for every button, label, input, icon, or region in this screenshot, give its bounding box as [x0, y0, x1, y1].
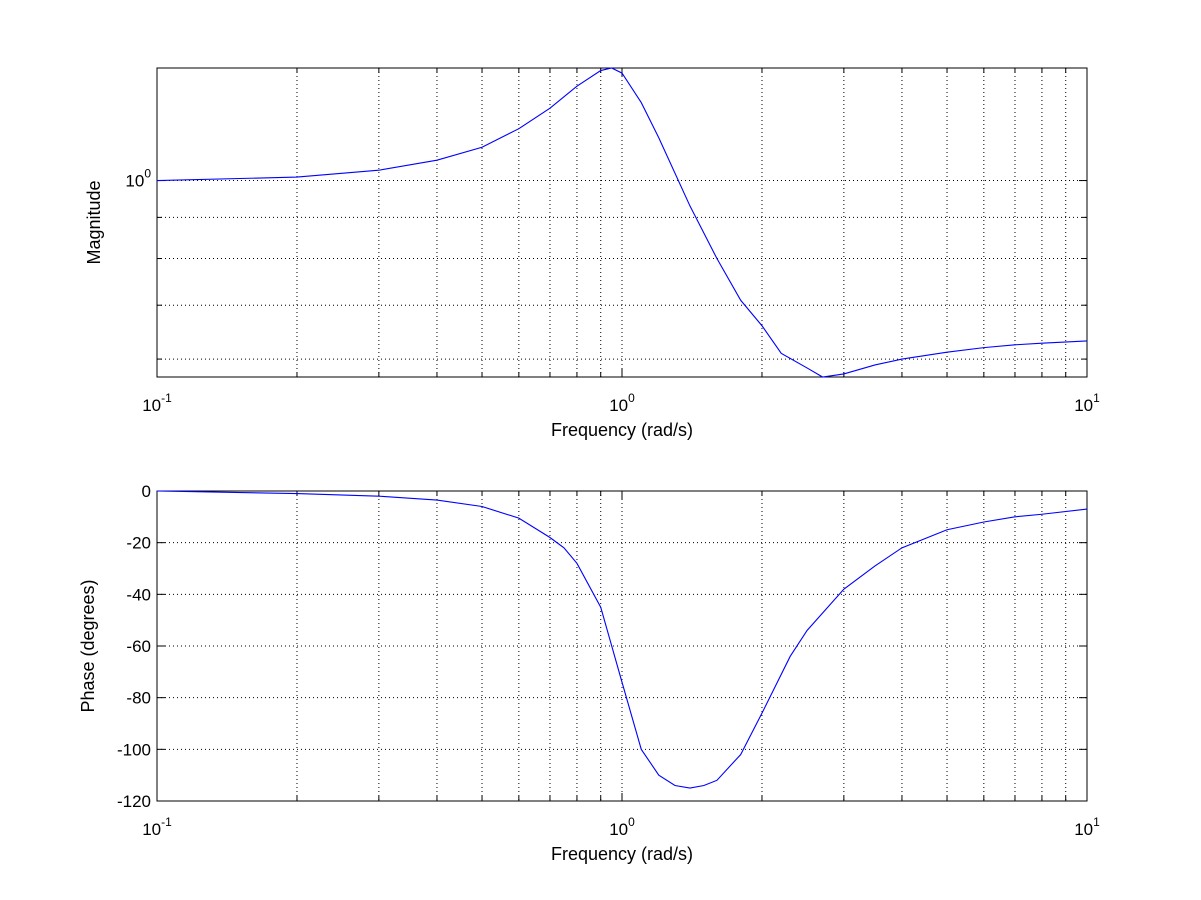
magnitude-y-axis-label: Magnitude [84, 180, 104, 264]
phase-subplot: 10-1 100 101 0 -20 -40 -60 -80 -100 -120 Frequen… [78, 482, 1100, 864]
phase-y-tick-label: -100 [117, 740, 151, 759]
phase-x-tick-label: 100 [609, 815, 635, 839]
phase-y-tick-label: -60 [126, 637, 151, 656]
phase-y-tick-label: -40 [126, 585, 151, 604]
magnitude-subplot: 10-1 100 101 100 Frequency (rad/s) Magnitu… [84, 67, 1100, 440]
magnitude-grid [157, 68, 1087, 377]
phase-y-tick-label: 0 [142, 482, 151, 501]
phase-response-curve [156, 490, 1088, 789]
magnitude-response-curve [156, 67, 1088, 378]
magnitude-x-axis-label: Frequency (rad/s) [551, 420, 693, 440]
magnitude-x-tick-labels: 10-1 100 101 [142, 391, 1100, 415]
phase-y-tick-labels: 0 -20 -40 -60 -80 -100 -120 [117, 482, 151, 811]
phase-x-axis-label: Frequency (rad/s) [551, 844, 693, 864]
phase-y-tick-label: -80 [126, 689, 151, 708]
magnitude-curve-group [156, 67, 1088, 378]
phase-x-tick-labels: 10-1 100 101 [142, 815, 1100, 839]
phase-x-tick-label: 10-1 [142, 815, 172, 839]
phase-tick-marks [157, 491, 1087, 801]
magnitude-tick-marks [157, 68, 1087, 377]
magnitude-y-tick-label: 100 [125, 167, 151, 191]
phase-y-axis-label: Phase (degrees) [78, 579, 98, 712]
phase-x-tick-label: 101 [1074, 815, 1100, 839]
magnitude-y-tick-labels: 100 [125, 167, 151, 191]
phase-y-tick-label: -20 [126, 534, 151, 553]
magnitude-x-tick-label: 10-1 [142, 391, 172, 415]
magnitude-x-tick-label: 101 [1074, 391, 1100, 415]
phase-grid [157, 491, 1087, 801]
phase-curve-group [156, 490, 1088, 789]
magnitude-x-tick-label: 100 [609, 391, 635, 415]
phase-y-tick-label: -120 [117, 792, 151, 811]
